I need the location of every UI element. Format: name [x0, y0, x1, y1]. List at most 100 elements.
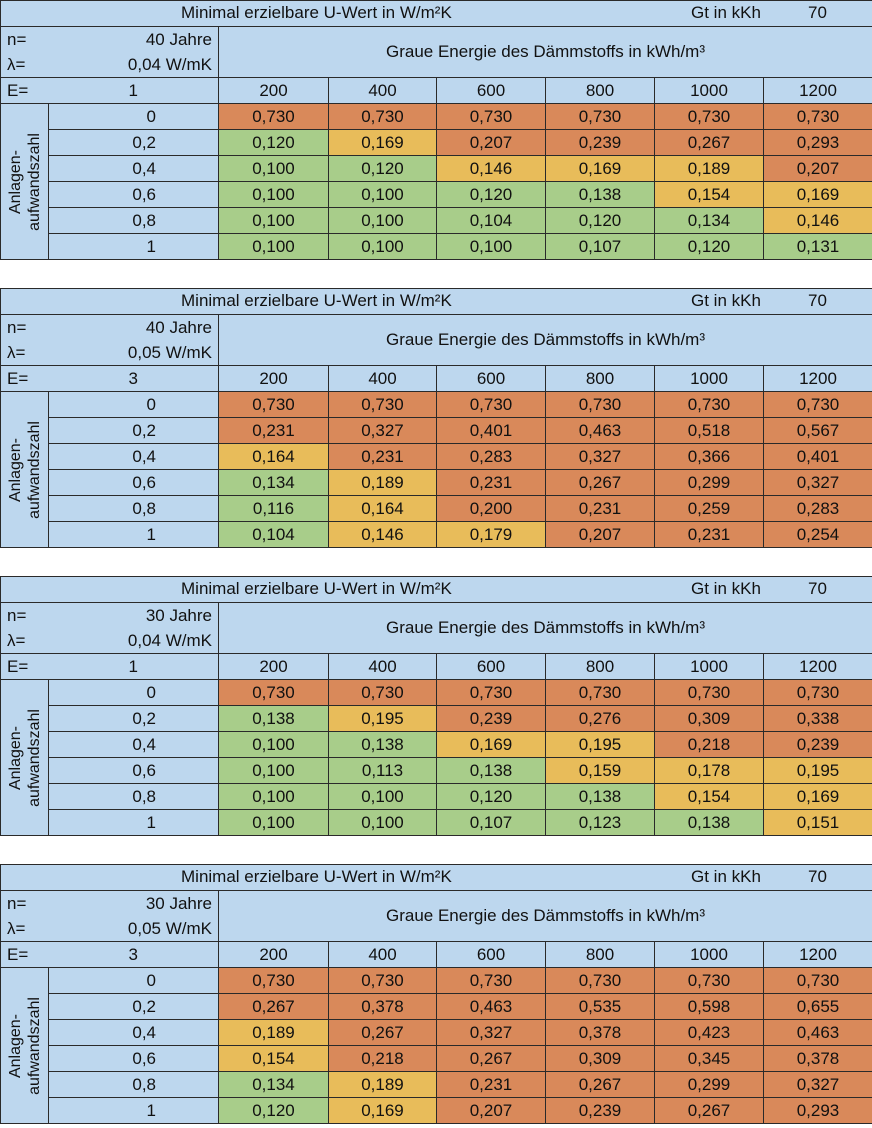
value-cell: 0,100 [328, 809, 437, 836]
row-key: 0,8 [48, 783, 219, 810]
column-header: 800 [545, 365, 655, 392]
title-row: Minimal erzielbare U-Wert in W/m²K Gt in… [0, 864, 872, 891]
e-value: 3 [48, 941, 219, 968]
column-header-row: E= 1 200 400 600 800 1000 1200 [0, 653, 872, 680]
value-cell: 0,195 [328, 705, 437, 732]
value-cell: 0,218 [328, 1045, 437, 1072]
column-header: 400 [328, 653, 437, 680]
column-header: 400 [328, 941, 437, 968]
table-row: 0,8 0,134 0,189 0,231 0,267 0,299 0,327 [1, 1071, 872, 1098]
value-cell: 0,267 [545, 469, 655, 496]
value-cell: 0,134 [218, 1071, 329, 1098]
value-cell: 0,293 [763, 129, 872, 156]
value-cell: 0,100 [328, 207, 437, 234]
column-header: 800 [545, 941, 655, 968]
value-cell: 0,120 [436, 783, 546, 810]
value-cell: 0,134 [654, 207, 764, 234]
table-row: 0,8 0,100 0,100 0,120 0,138 0,154 0,169 [1, 783, 872, 810]
value-cell: 0,179 [436, 521, 546, 548]
row-axis-label-line1: Anlagen- [6, 149, 24, 214]
value-cell: 0,730 [654, 967, 764, 994]
param-row-lambda: λ= 0,04 W/mK [0, 628, 872, 654]
value-cell: 0,146 [763, 207, 872, 234]
value-cell: 0,267 [218, 993, 329, 1020]
value-cell: 0,164 [218, 443, 329, 470]
column-header: 200 [218, 941, 329, 968]
value-cell: 0,267 [654, 1097, 764, 1124]
title-row: Minimal erzielbare U-Wert in W/m²K Gt in… [0, 576, 872, 603]
row-axis-label: Anlagen-aufwandszahl [0, 391, 49, 548]
value-cell: 0,100 [218, 207, 329, 234]
row-key: 1 [48, 809, 219, 836]
row-key: 0,2 [48, 993, 219, 1020]
table-row: Anlagen-aufwandszahl 0 0,730 0,730 0,730 0,73… [0, 103, 872, 260]
row-key: 0,8 [48, 1071, 219, 1098]
value-cell: 0,598 [654, 993, 764, 1020]
u-value-grid: Minimal erzielbare U-Wert in W/m²K Gt in… [0, 576, 872, 836]
title-cell: Minimal erzielbare U-Wert in W/m²K Gt in… [0, 0, 872, 27]
value-cell: 0,138 [654, 809, 764, 836]
row-axis-label-text: Anlagen-aufwandszahl [6, 421, 44, 519]
value-cell: 0,378 [328, 993, 437, 1020]
param-row-n: n= 30 Jahre Graue Energie des Dämmstoffs… [0, 890, 872, 942]
value-cell: 0,423 [654, 1019, 764, 1046]
row-key: 0 [48, 967, 219, 994]
value-cell: 0,169 [763, 181, 872, 208]
table-row: 0,4 0,189 0,267 0,327 0,378 0,423 0,463 [1, 1019, 872, 1046]
row-axis-label-text: Anlagen-aufwandszahl [6, 997, 44, 1095]
row-axis-label-text: Anlagen-aufwandszahl [6, 709, 44, 807]
value-cell: 0,100 [436, 233, 546, 260]
value-cell: 0,100 [218, 155, 329, 182]
value-cell: 0,120 [218, 129, 329, 156]
value-cell: 0,366 [654, 443, 764, 470]
row-key: 0,4 [48, 443, 219, 470]
u-value-table-2: Minimal erzielbare U-Wert in W/m²K Gt in… [0, 288, 872, 548]
value-cell: 0,231 [545, 495, 655, 522]
column-header: 800 [545, 77, 655, 104]
e-label: E= [0, 365, 49, 392]
value-cell: 0,276 [545, 705, 655, 732]
column-header: 400 [328, 77, 437, 104]
gt-value: 70 [808, 291, 827, 310]
e-value: 1 [48, 77, 219, 104]
value-cell: 0,338 [763, 705, 872, 732]
row-key: 0,2 [48, 705, 219, 732]
u-value-table-3: Minimal erzielbare U-Wert in W/m²K Gt in… [0, 576, 872, 836]
value-cell: 0,283 [436, 443, 546, 470]
value-cell: 0,207 [763, 155, 872, 182]
row-axis-label-text: Anlagen-aufwandszahl [6, 133, 44, 231]
param-row-lambda: λ= 0,04 W/mK [0, 52, 872, 78]
value-cell: 0,107 [436, 809, 546, 836]
value-cell: 0,189 [328, 1071, 437, 1098]
value-cell: 0,239 [763, 731, 872, 758]
column-header: 1200 [763, 77, 872, 104]
value-cell: 0,169 [763, 783, 872, 810]
value-cell: 0,231 [328, 443, 437, 470]
value-cell: 0,100 [218, 783, 329, 810]
value-cell: 0,655 [763, 993, 872, 1020]
value-cell: 0,169 [436, 731, 546, 758]
value-cell: 0,154 [218, 1045, 329, 1072]
column-header: 1000 [654, 77, 764, 104]
value-cell: 0,154 [654, 783, 764, 810]
value-cell: 0,730 [436, 103, 546, 130]
row-axis-label-line1: Anlagen- [6, 725, 24, 790]
row-axis-label-line1: Anlagen- [6, 1013, 24, 1078]
value-cell: 0,518 [654, 417, 764, 444]
value-cell: 0,154 [654, 181, 764, 208]
gt-value: 70 [808, 867, 827, 886]
gt-value: 70 [808, 579, 827, 598]
value-cell: 0,178 [654, 757, 764, 784]
value-cell: 0,730 [436, 679, 546, 706]
row-axis-label: Anlagen-aufwandszahl [0, 967, 49, 1124]
table-row: 0,2 0,267 0,378 0,463 0,535 0,598 0,655 [1, 993, 872, 1020]
value-cell: 0,113 [328, 757, 437, 784]
value-cell: 0,730 [218, 679, 329, 706]
n-label: n= [0, 26, 49, 52]
lambda-value: 0,04 W/mK [48, 52, 219, 78]
value-cell: 0,100 [218, 181, 329, 208]
value-cell: 0,730 [218, 103, 329, 130]
gt-label: Gt in kKh [691, 867, 761, 886]
title-row: Minimal erzielbare U-Wert in W/m²K Gt in… [0, 0, 872, 27]
value-cell: 0,327 [545, 443, 655, 470]
